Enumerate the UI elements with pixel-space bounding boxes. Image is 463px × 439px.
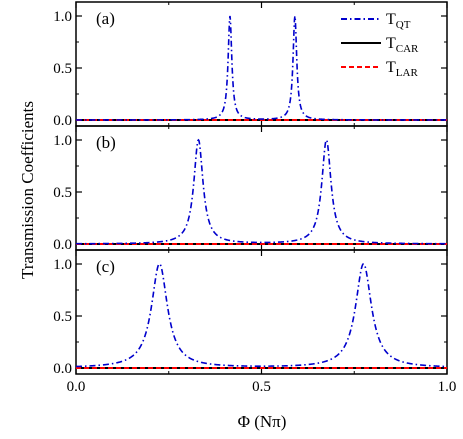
legend-label-qt: TQT [386,11,411,31]
panel-label: (a) [96,9,115,28]
legend-label-car: TCAR [386,35,419,55]
y-axis-label: Transmission Coefficients [18,101,37,279]
y-tick-label: 1.0 [53,257,72,273]
x-tick-label: 0.5 [252,379,271,395]
y-tick-label: 0.5 [53,61,72,77]
legend: TQT TCAR TLAR [341,11,419,79]
y-tick-label: 0.5 [53,185,72,201]
x-tick-label: 0.0 [67,379,86,395]
series-t-qt [76,15,447,121]
series-t-qt [75,263,448,368]
legend-label-lar: TLAR [386,59,418,79]
panel-label: (b) [96,133,116,152]
y-tick-label: 1.0 [53,9,72,25]
y-tick-label: 1.0 [53,133,72,149]
y-tick-label: 0.5 [53,309,72,325]
x-tick-label: 1.0 [438,379,457,395]
y-tick-label: 0.0 [53,361,72,377]
y-tick-label: 0.0 [53,237,72,253]
panel-3: 0.0 0.5 1.0 (c) 0.0 0.5 1.0 [53,249,457,395]
panel-2: 0.0 0.5 1.0 (b) [53,125,448,253]
panel-frame [75,249,448,375]
y-tick-label: 0.0 [53,113,72,129]
series-t-qt [76,138,448,245]
panel-frame [75,125,448,251]
x-axis-label: Φ (Nπ) [238,412,287,431]
panel-label: (c) [96,257,115,276]
